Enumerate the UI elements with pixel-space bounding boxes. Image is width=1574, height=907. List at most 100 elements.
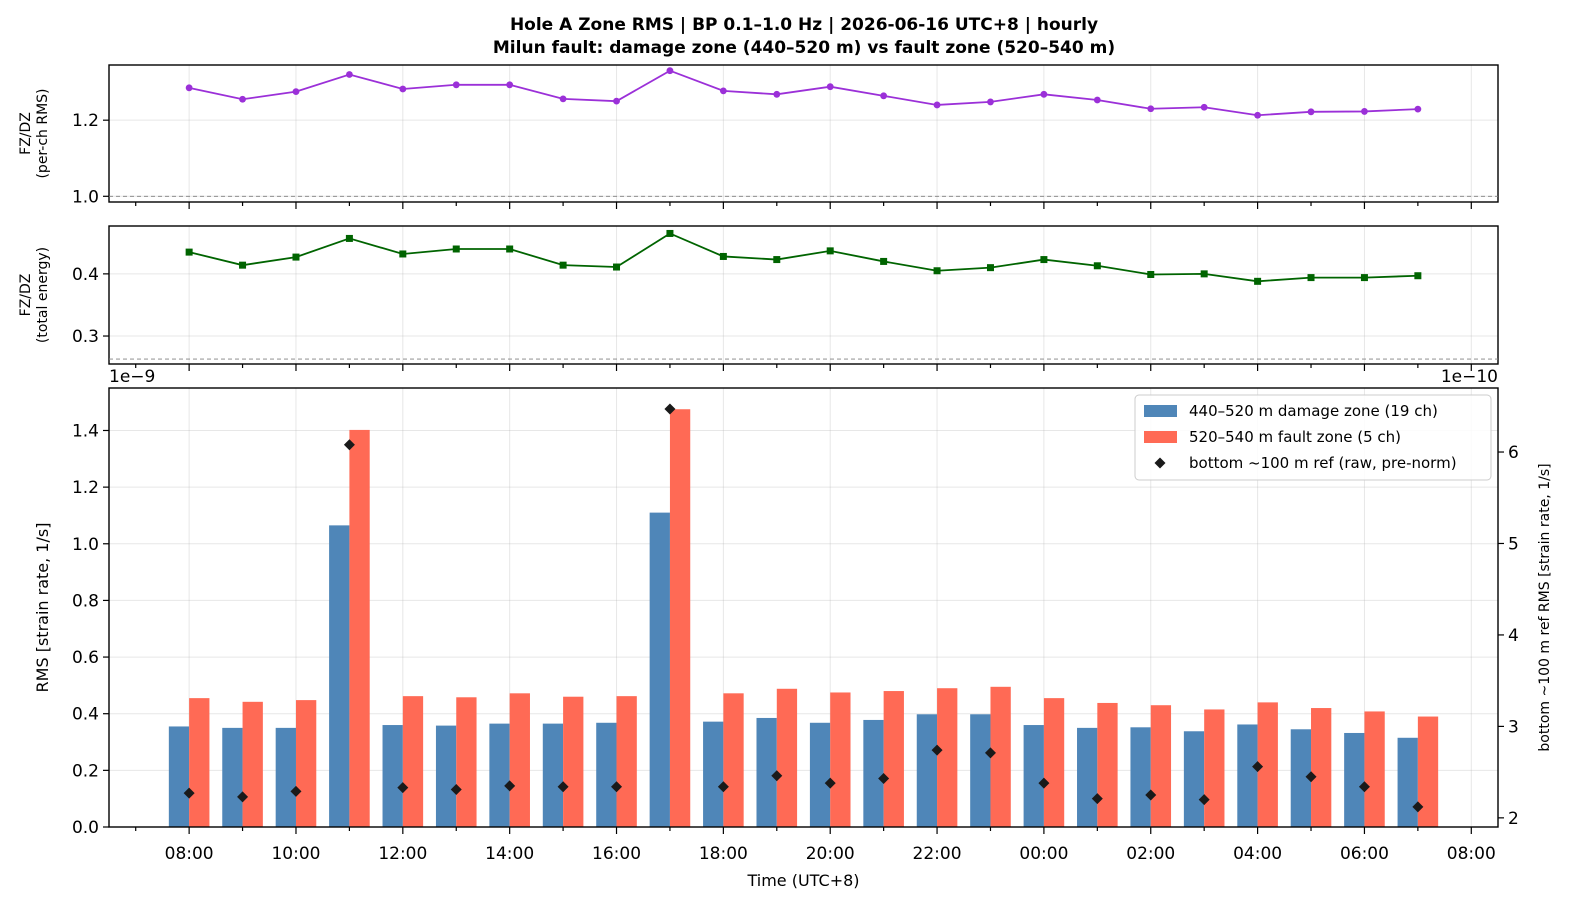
bottom-ref-point	[717, 781, 729, 793]
fault-zone-bar	[1150, 705, 1172, 827]
ylabel-line: FZ/DZ	[18, 274, 34, 317]
ratio-energy-point	[880, 257, 888, 265]
y2-tick-label: 5	[1508, 534, 1519, 554]
bottom-ref-point	[1412, 801, 1424, 813]
ratio-energy-ylabel: FZ/DZ(total energy)	[18, 247, 51, 343]
ratio-energy-point	[1414, 272, 1422, 280]
ratio-energy-point	[1200, 270, 1208, 278]
ratio-rms-line	[188, 69, 1418, 117]
fault-zone-bar	[349, 429, 370, 827]
fault-zone-bar	[1364, 711, 1385, 827]
ratio-rms-point	[559, 95, 567, 103]
damage-zone-legend-label: 440–520 m damage zone (19 ch)	[1189, 402, 1438, 420]
panel-fz-dz-rms: 1.0 1.2 FZ/DZ(per-ch RMS)	[18, 64, 1499, 209]
fault-zone-bar	[1417, 716, 1439, 827]
bottom-ref-point	[557, 781, 569, 793]
ratio-energy-point	[1307, 274, 1315, 282]
ratio-rms-point	[613, 97, 620, 105]
x-axis-label: Time (UTC+8)	[746, 871, 859, 890]
x-tick-label: 18:00	[699, 844, 748, 864]
ratio-rms-point	[1200, 103, 1208, 111]
x-tick-label: 20:00	[806, 844, 855, 864]
bottom-ref-point	[771, 770, 783, 782]
panel-bottom-frame	[108, 387, 1499, 828]
fault-zone-bar	[937, 688, 958, 827]
x-tick-label: 12:00	[378, 844, 427, 864]
ratio-energy-point	[1147, 270, 1155, 278]
fault-zone-bar	[1257, 702, 1278, 827]
ratio-rms-point	[185, 84, 193, 92]
y-tick-label: 0.4	[72, 265, 99, 285]
fault-zone-bar	[402, 696, 424, 827]
y-tick-label: 0.4	[72, 705, 99, 725]
ratio-energy-point	[506, 245, 514, 253]
ratio-rms-point	[292, 88, 300, 96]
y2-offset-label: 1e−10	[1441, 367, 1498, 387]
bottom-ref-point	[824, 777, 836, 789]
x-tick-label: 04:00	[1233, 844, 1282, 864]
ratio-energy-point	[666, 229, 674, 237]
bottom-ref-point	[611, 781, 623, 793]
ratio-energy-point	[719, 252, 727, 260]
damage-zone-bar	[863, 719, 884, 827]
ratio-energy-point	[292, 253, 300, 261]
ratio-rms-point	[1254, 111, 1261, 119]
ratio-rms-point	[239, 95, 246, 103]
damage-zone-bar	[1290, 729, 1312, 827]
ratio-energy-point	[1040, 256, 1048, 264]
damage-zone-bar	[435, 725, 457, 827]
damage-zone-bar	[222, 727, 243, 827]
bottom-ref-point	[290, 785, 302, 797]
damage-zone-bar	[1344, 732, 1365, 827]
ratio-energy-point	[613, 263, 621, 271]
x-tick-label: 14:00	[485, 844, 534, 864]
ratio-rms-point	[987, 98, 994, 106]
ratio-rms-point	[826, 83, 834, 91]
ratio-rms-point	[1307, 108, 1315, 116]
fault-zone-bar	[1204, 709, 1225, 827]
damage-zone-legend-swatch	[1144, 405, 1177, 417]
damage-zone-bar	[916, 714, 938, 827]
ratio-rms-point	[1361, 108, 1368, 115]
y2-tick-label: 6	[1508, 443, 1519, 463]
fault-zone-bar	[990, 686, 1011, 827]
bottom-ref-point	[1145, 789, 1157, 801]
damage-zone-bar	[382, 725, 403, 827]
fault-zone-bar	[189, 698, 210, 827]
damage-zone-bar	[542, 723, 564, 827]
ratio-energy-point	[933, 267, 941, 275]
fault-zone-legend-swatch	[1144, 431, 1177, 443]
ratio-energy-point	[185, 248, 193, 256]
bottom-ref-point	[237, 791, 249, 803]
ratio-energy-point	[1093, 262, 1101, 270]
ratio-rms-point	[1093, 96, 1101, 104]
chart-title-line2: Milun fault: damage zone (440–520 m) vs …	[493, 38, 1115, 58]
panel-top-frame	[108, 64, 1499, 203]
fault-zone-bar	[456, 697, 477, 827]
y-tick-label: 0.6	[72, 648, 99, 668]
fault-zone-bar	[1311, 708, 1332, 827]
damage-zone-bar	[649, 512, 670, 827]
bottom-ref-point	[343, 439, 355, 451]
bottom-ref-point	[1305, 771, 1317, 783]
x-tick-label: 06:00	[1340, 844, 1389, 864]
y-tick-label: 0.0	[72, 818, 99, 838]
bottom-ref-point	[183, 787, 195, 799]
ratio-rms-point	[719, 87, 727, 95]
x-tick-label: 08:00	[165, 844, 214, 864]
y-axis-label: RMS [strain rate, 1/s]	[33, 523, 52, 693]
fault-zone-bar	[563, 696, 584, 827]
fault-zone-legend-label: 520–540 m fault zone (5 ch)	[1189, 428, 1401, 446]
damage-zone-bar	[809, 722, 831, 827]
y2-axis-label: bottom ~100 m ref RMS [strain rate, 1/s]	[1537, 463, 1553, 751]
ratio-energy-point	[1360, 274, 1368, 282]
x-tick-label: 08:00	[1447, 844, 1496, 864]
bottom-ref-point	[1252, 761, 1264, 773]
bottom-ref-point	[878, 773, 890, 785]
y-tick-label: 1.2	[72, 111, 99, 131]
ratio-rms-point	[346, 71, 353, 78]
fault-zone-bar	[883, 691, 904, 827]
damage-zone-bar	[1023, 725, 1044, 827]
damage-zone-bar	[329, 525, 350, 827]
ratio-energy-point	[986, 264, 994, 272]
